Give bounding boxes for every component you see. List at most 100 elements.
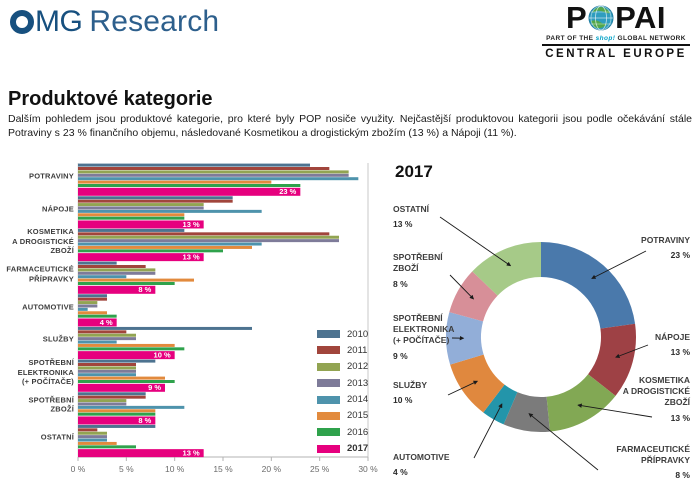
- legend-swatch: [317, 362, 340, 371]
- donut-leader-line: [577, 403, 653, 418]
- legend-item-2016: 2016: [317, 426, 369, 438]
- bar-value-label: 13 %: [183, 448, 200, 457]
- donut-segment-value: 8 %: [393, 279, 408, 289]
- bar-value-label: 10 %: [154, 350, 171, 359]
- donut-segment-value: 8 %: [675, 470, 690, 480]
- donut-segment-value: 9 %: [393, 351, 408, 361]
- legend-swatch: [317, 444, 340, 453]
- x-axis-tick-label: 25 %: [310, 464, 330, 474]
- donut-segment-value: 10 %: [393, 395, 413, 405]
- bar-2017: [78, 220, 204, 229]
- legend-swatch: [317, 330, 340, 338]
- bar-2013: [78, 337, 136, 341]
- donut-leader-line: [449, 274, 475, 300]
- bar-2011: [78, 199, 233, 203]
- donut-segment-label: KOSMETIKA A DROGISTICKÉ ZBOŽÍ: [623, 375, 691, 407]
- omg-research-logo: MG Research: [10, 5, 219, 38]
- bar-2016: [78, 282, 175, 285]
- bar-2015: [78, 245, 252, 249]
- legend-item-2017: 2017: [317, 443, 369, 455]
- legend-label: 2010: [347, 328, 369, 340]
- donut-segment-label: FARMACEUTICKÉ PŘÍPRAVKY: [616, 444, 690, 465]
- donut-segment-value: 13 %: [393, 219, 413, 229]
- bar-2012: [78, 399, 127, 403]
- bar-2016: [78, 184, 301, 187]
- donut-segment-value: 13 %: [671, 413, 691, 423]
- bar-2016: [78, 216, 185, 220]
- bar-2013: [78, 304, 98, 308]
- x-axis-tick-label: 0 %: [71, 464, 86, 474]
- donut-segment-3: [546, 374, 616, 432]
- legend-label: 2011: [347, 344, 368, 356]
- popai-region-text: CENTRAL EUROPE: [545, 48, 687, 60]
- x-axis-tick-label: 15 %: [213, 464, 233, 474]
- donut-title: 2017: [395, 162, 433, 181]
- bar-2010: [78, 359, 156, 363]
- bar-2016: [78, 380, 175, 383]
- bar-2011: [78, 232, 330, 236]
- bar-2015: [78, 311, 107, 315]
- bar-2017: [78, 351, 175, 360]
- bar-2013: [78, 369, 136, 373]
- legend-item-2010: 2010: [317, 328, 369, 340]
- donut-leader-line: [591, 250, 647, 279]
- bar-2014: [78, 405, 185, 409]
- bar-2015: [78, 343, 175, 347]
- bar-2016: [78, 249, 223, 253]
- bar-2012: [78, 366, 136, 370]
- legend-swatch: [317, 379, 340, 388]
- bar-2010: [78, 392, 146, 396]
- intro-text: Dalším pohledem jsou produktové kategori…: [8, 113, 692, 139]
- bar-category-label: FARMACEUTICKÉ PŘÍPRAVKY: [6, 264, 74, 284]
- bar-2011: [78, 395, 146, 399]
- x-axis-tick-label: 30 %: [358, 464, 378, 474]
- bar-2015: [78, 180, 272, 184]
- bar-2015: [78, 409, 156, 413]
- donut-segment-label: NÁPOJE: [655, 332, 690, 342]
- popai-letters-pai: PAI: [615, 0, 667, 35]
- donut-segment-label: POTRAVINY: [641, 235, 690, 245]
- legend-label: 2015: [347, 410, 369, 422]
- bar-value-label: 13 %: [183, 252, 200, 261]
- tagline-suffix: GLOBAL NETWORK: [617, 35, 686, 42]
- bar-2017: [78, 318, 117, 327]
- donut-segment-4: [503, 392, 550, 432]
- legend-label: 2016: [347, 426, 369, 438]
- bar-2013: [78, 206, 204, 210]
- tagline-prefix: PART OF THE: [546, 35, 594, 42]
- bar-2010: [78, 294, 107, 298]
- bar-2010: [78, 326, 252, 330]
- bar-category-label: KOSMETIKA A DROGISTICKÉ ZBOŽÍ: [12, 227, 74, 256]
- donut-leader-line: [528, 413, 599, 471]
- bar-2012: [78, 203, 204, 207]
- bar-2012: [78, 268, 156, 272]
- bar-2012: [78, 170, 349, 174]
- legend-label: 2017: [347, 443, 369, 455]
- legend-label: 2012: [347, 361, 369, 373]
- bar-2014: [78, 340, 117, 344]
- bar-2016: [78, 314, 117, 318]
- popai-divider: [542, 44, 690, 46]
- bar-2011: [78, 265, 146, 268]
- popai-wordmark: P PAI: [540, 2, 692, 34]
- bar-2014: [78, 307, 88, 311]
- bar-2012: [78, 301, 98, 305]
- donut-leader-line: [473, 403, 503, 459]
- bar-2014: [78, 209, 262, 213]
- bar-2017: [78, 285, 156, 294]
- bar-2013: [78, 271, 156, 275]
- x-axis-tick-label: 5 %: [119, 464, 134, 474]
- bar-category-label: SLUŽBY: [42, 334, 74, 344]
- bar-2011: [78, 363, 136, 366]
- bar-2010: [78, 196, 233, 200]
- donut-segment-value: 23 %: [671, 250, 691, 260]
- bar-2012: [78, 333, 136, 337]
- bar-2015: [78, 278, 194, 282]
- bar-2013: [78, 435, 107, 439]
- bar-category-label: SPOTŘEBNÍ ZBOŽÍ: [28, 395, 74, 414]
- donut-segment-9: [472, 242, 541, 296]
- bar-2013: [78, 173, 349, 177]
- x-axis-tick-label: 10 %: [165, 464, 185, 474]
- bar-2014: [78, 438, 107, 442]
- donut-segment-1: [541, 242, 636, 329]
